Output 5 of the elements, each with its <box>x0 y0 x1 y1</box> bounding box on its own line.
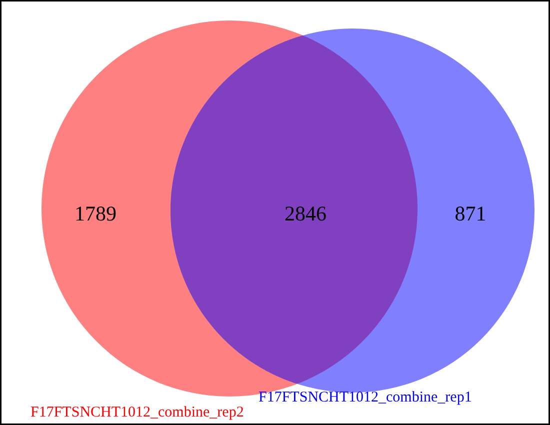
data-label: 871 <box>454 202 486 226</box>
text: F17FTSNCHT1012_combine_rep2 <box>30 404 244 420</box>
data-label: 2846 <box>284 202 326 226</box>
text: F17FTSNCHT1012_combine_rep1 <box>258 390 472 406</box>
data-label: 1789 <box>74 202 116 226</box>
